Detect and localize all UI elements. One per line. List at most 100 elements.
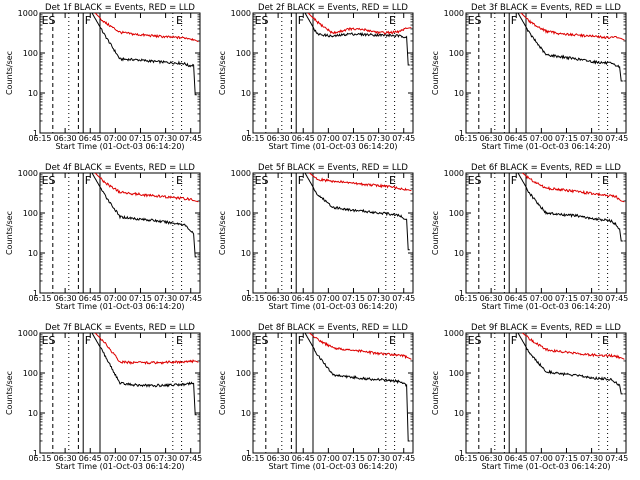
x-tick-label: 06:45	[79, 294, 102, 303]
event-marker-label: ES	[42, 334, 56, 347]
x-tick-label: 07:30	[580, 134, 603, 143]
events-series-line	[304, 13, 410, 66]
x-tick-label: 06:30	[54, 454, 77, 463]
lld-series-line	[308, 173, 412, 192]
event-marker-label: E	[602, 174, 609, 187]
event-marker-label: E	[602, 14, 609, 27]
x-tick-label: 06:30	[54, 294, 77, 303]
y-tick-label: 100	[23, 49, 38, 58]
x-axis-label: Start Time (01-Oct-03 06:14:20)	[481, 302, 610, 311]
y-axis-label: Counts/sec	[5, 211, 14, 255]
y-axis-label: Counts/sec	[218, 371, 227, 415]
x-tick-label: 06:15	[28, 454, 51, 463]
plot-frame	[252, 172, 414, 294]
y-axis-label: Counts/sec	[218, 211, 227, 255]
event-marker-label: ES	[255, 14, 269, 27]
chart-title: Det 1f BLACK = Events, RED = LLD	[45, 3, 195, 13]
x-tick-label: 07:15	[129, 454, 152, 463]
events-series-line	[91, 173, 197, 258]
x-tick-label: 06:45	[505, 454, 528, 463]
panel-4: Det 4f BLACK = Events, RED = LLD 1 10 100 10…	[5, 163, 202, 311]
events-series-line	[517, 173, 623, 242]
y-axis-label: Counts/sec	[431, 211, 440, 255]
y-axis-label: Counts/sec	[431, 51, 440, 95]
x-tick-label: 06:30	[480, 454, 503, 463]
x-axis-label: Start Time (01-Oct-03 06:14:20)	[268, 302, 397, 311]
x-tick-label: 07:45	[392, 134, 415, 143]
x-tick-label: 06:30	[267, 454, 290, 463]
y-tick-label: 100	[236, 209, 251, 218]
y-tick-label: 100	[23, 369, 38, 378]
events-series-line	[91, 13, 197, 96]
x-tick-label: 06:30	[267, 294, 290, 303]
panel-2: Det 2f BLACK = Events, RED = LLD 1 10 100 10…	[218, 3, 415, 151]
x-tick-label: 06:45	[292, 454, 315, 463]
event-marker-label: F	[298, 174, 304, 187]
y-tick-label: 10	[454, 249, 464, 258]
x-tick-label: 07:45	[179, 294, 202, 303]
x-tick-label: 07:30	[367, 134, 390, 143]
y-tick-label: 1	[246, 129, 251, 138]
event-marker-label: ES	[468, 334, 482, 347]
y-tick-label: 100	[236, 49, 251, 58]
y-tick-label: 100	[449, 209, 464, 218]
chart-title: Det 4f BLACK = Events, RED = LLD	[45, 163, 195, 173]
x-tick-label: 07:00	[317, 294, 340, 303]
chart-title: Det 2f BLACK = Events, RED = LLD	[258, 3, 408, 13]
events-series-line	[304, 173, 410, 251]
event-marker-label: ES	[468, 174, 482, 187]
lld-series-line	[521, 173, 625, 203]
x-tick-label: 06:30	[480, 134, 503, 143]
plot-frame	[465, 332, 627, 454]
y-tick-label: 1000	[18, 329, 38, 338]
x-tick-label: 07:00	[317, 134, 340, 143]
x-tick-label: 07:00	[530, 294, 553, 303]
y-tick-label: 100	[449, 369, 464, 378]
x-tick-label: 06:45	[292, 134, 315, 143]
chart-title: Det 3f BLACK = Events, RED = LLD	[471, 3, 621, 13]
plot-frame	[465, 12, 627, 134]
lld-series-line	[520, 13, 625, 41]
y-tick-label: 1000	[444, 329, 464, 338]
y-tick-label: 1	[33, 289, 38, 298]
x-tick-label: 07:15	[555, 294, 578, 303]
x-tick-label: 07:15	[555, 454, 578, 463]
y-tick-label: 10	[28, 409, 38, 418]
x-tick-label: 07:15	[129, 134, 152, 143]
event-marker-label: ES	[255, 174, 269, 187]
x-axis-label: Start Time (01-Oct-03 06:14:20)	[268, 462, 397, 471]
x-tick-label: 07:15	[555, 134, 578, 143]
event-marker-label: F	[85, 334, 91, 347]
y-tick-label: 1000	[231, 9, 251, 18]
x-tick-label: 06:15	[454, 294, 477, 303]
y-tick-label: 1	[459, 129, 464, 138]
x-tick-label: 06:30	[54, 134, 77, 143]
event-marker-label: ES	[42, 14, 56, 27]
y-tick-label: 10	[241, 249, 251, 258]
event-marker-label: E	[389, 174, 396, 187]
x-tick-label: 06:45	[292, 294, 315, 303]
y-tick-label: 1000	[444, 169, 464, 178]
chart-title: Det 8f BLACK = Events, RED = LLD	[258, 323, 408, 333]
panel-7: Det 7f BLACK = Events, RED = LLD 1 10 100 10…	[5, 323, 202, 471]
event-marker-label: F	[298, 14, 304, 27]
chart-title: Det 5f BLACK = Events, RED = LLD	[258, 163, 408, 173]
plot-frame	[39, 12, 201, 134]
y-tick-label: 1000	[18, 9, 38, 18]
x-axis-label: Start Time (01-Oct-03 06:14:20)	[481, 462, 610, 471]
plot-frame	[465, 172, 627, 294]
y-tick-label: 1	[33, 129, 38, 138]
y-tick-label: 1000	[18, 169, 38, 178]
event-marker-label: E	[176, 334, 183, 347]
x-tick-label: 07:00	[317, 454, 340, 463]
panel-8: Det 8f BLACK = Events, RED = LLD 1 10 100 10…	[218, 323, 415, 471]
panel-6: Det 6f BLACK = Events, RED = LLD 1 10 100 10…	[431, 163, 628, 311]
lld-series-line	[94, 333, 199, 365]
y-tick-label: 1000	[231, 169, 251, 178]
events-series-line	[517, 13, 623, 82]
x-tick-label: 06:15	[241, 294, 264, 303]
event-marker-label: F	[85, 14, 91, 27]
x-tick-label: 06:30	[480, 294, 503, 303]
panel-3: Det 3f BLACK = Events, RED = LLD 1 10 100 10…	[431, 3, 628, 151]
